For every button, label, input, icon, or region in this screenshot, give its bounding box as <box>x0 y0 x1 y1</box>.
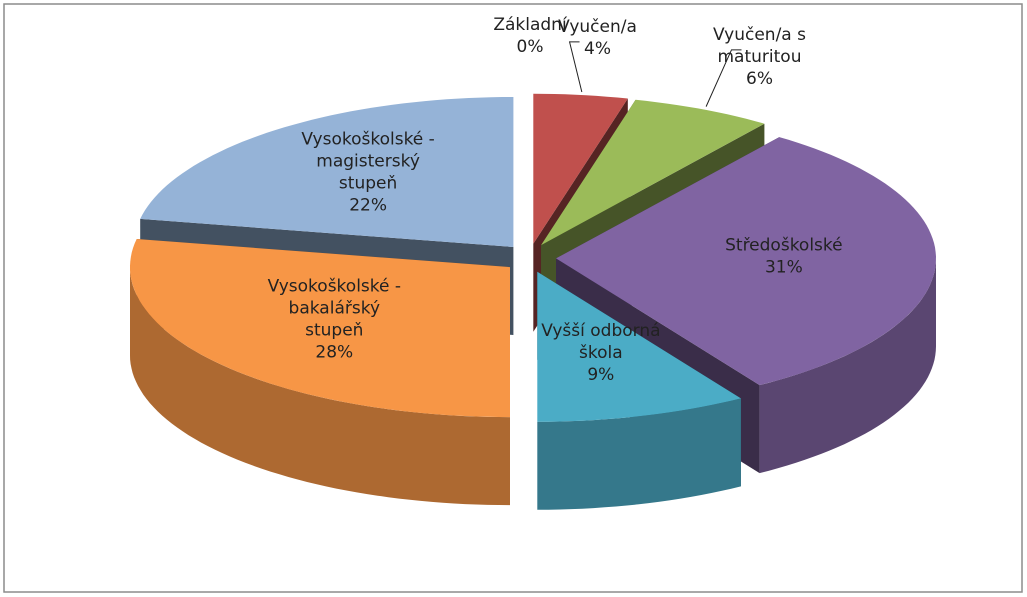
category-line: maturitou <box>718 47 802 67</box>
slice-top <box>541 99 765 246</box>
category-label: Vyučen/a s maturitou <box>713 25 806 67</box>
category-line: stupeň <box>305 320 363 340</box>
category-line: bakalářský <box>289 298 380 318</box>
data-label: Středoškolské 31% <box>725 235 843 277</box>
category-label: Vysokoškolské -bakalářský stupeň <box>268 276 401 340</box>
slice-top <box>556 137 936 386</box>
value-label: 4% <box>584 39 611 59</box>
value-label: 31% <box>765 257 803 277</box>
slice-top <box>130 239 510 418</box>
slice-top <box>533 93 628 244</box>
data-label: Vysokoškolské -bakalářský stupeň 28% <box>268 276 401 362</box>
value-label: 0% <box>517 37 544 57</box>
category-label: Vyučen/a <box>558 17 637 37</box>
leader-line <box>705 49 742 107</box>
category-label: Základní <box>493 15 568 35</box>
category-line: Vyšší odborná <box>541 321 660 341</box>
category-label: Středoškolské <box>725 235 843 255</box>
value-label: 22% <box>349 196 387 216</box>
category-line: Vysokoškolské - <box>268 276 401 296</box>
category-line: stupeň <box>339 174 397 194</box>
slice-side <box>130 267 510 506</box>
category-line: škola <box>579 343 623 363</box>
category-line: Středoškolské <box>725 235 843 255</box>
value-label: 6% <box>746 69 773 89</box>
slice <box>130 239 510 506</box>
category-line: Vyučen/a <box>558 17 637 37</box>
slice-side <box>759 258 936 474</box>
slice-top <box>537 271 741 422</box>
leader-line <box>568 41 583 93</box>
category-label: Vyšší odborná škola <box>541 321 660 363</box>
data-label: Vysokoškolské -magisterský stupeň 22% <box>301 130 434 216</box>
slice-top <box>140 97 514 247</box>
data-label: Základní 0% <box>493 15 568 57</box>
value-label: 28% <box>315 342 353 362</box>
value-label: 9% <box>587 365 614 385</box>
category-line: Základní <box>493 15 568 35</box>
category-line: magisterský <box>316 152 420 172</box>
data-label: Vyučen/a 4% <box>558 17 637 59</box>
category-line: Vyučen/a s <box>713 25 806 45</box>
slice <box>537 271 741 510</box>
category-label: Vysokoškolské -magisterský stupeň <box>301 130 434 194</box>
data-label: Vyučen/a s maturitou 6% <box>713 25 806 89</box>
category-line: Vysokoškolské - <box>301 130 434 150</box>
data-label: Vyšší odborná škola 9% <box>541 321 660 385</box>
slice-side <box>537 398 741 510</box>
